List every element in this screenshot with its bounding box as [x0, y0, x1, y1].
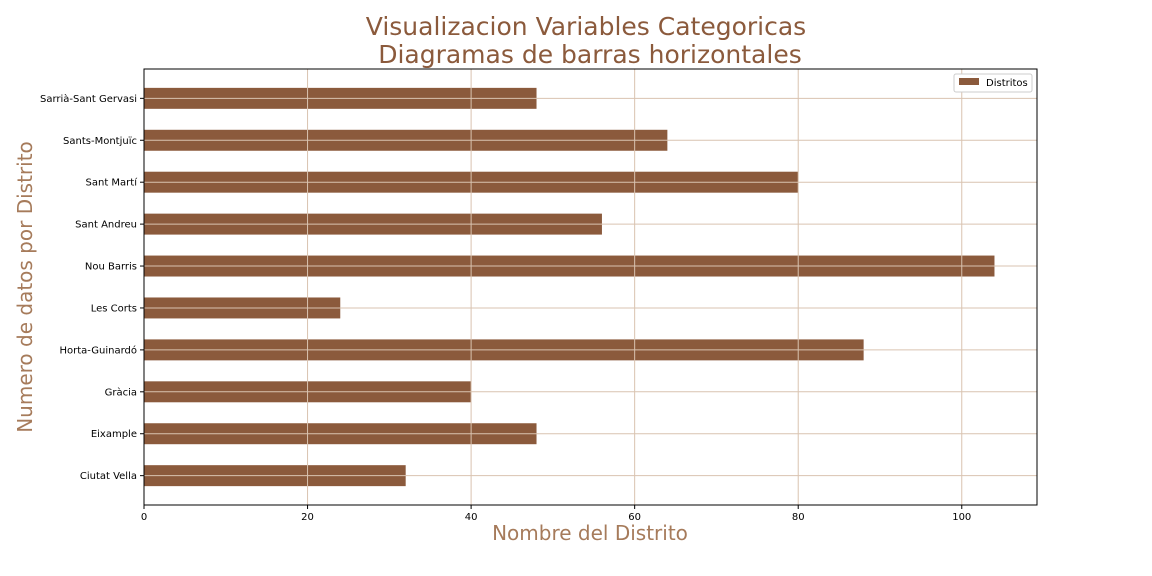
y-tick-label-9: Sarrià-Sant Gervasi — [40, 93, 137, 105]
chart-title-line1: Visualizacion Variables Categoricas — [366, 12, 806, 41]
y-tick-label-6: Sant Andreu — [75, 220, 137, 231]
x-tick-label-4: 80 — [792, 512, 805, 523]
y-axis-label: Numero de datos por Distrito — [13, 141, 37, 433]
chart-title-line2: Diagramas de barras horizontales — [370, 40, 801, 69]
plot-frame — [143, 68, 1038, 506]
y-tick-label-1: Eixample — [91, 429, 137, 440]
legend-label: Distritos — [986, 78, 1028, 89]
x-tick-label-0: 0 — [141, 512, 147, 523]
x-axis-label: Nombre del Distrito — [492, 521, 688, 545]
y-tick-label-4: Les Corts — [91, 303, 137, 314]
legend: Distritos — [953, 73, 1033, 93]
y-tick-label-2: Gràcia — [105, 386, 137, 398]
y-tick-label-7: Sant Martí — [86, 177, 139, 189]
x-tick-label-5: 100 — [952, 512, 971, 523]
y-tick-label-3: Horta-Guinardó — [59, 344, 137, 356]
x-tick-label-2: 40 — [465, 512, 478, 523]
legend-swatch — [959, 78, 979, 85]
bars — [143, 69, 1037, 505]
y-tick-label-0: Ciutat Vella — [80, 471, 137, 482]
y-tick-label-5: Nou Barris — [85, 262, 137, 273]
y-tick-label-8: Sants-Montjuïc — [63, 136, 137, 147]
x-axis-ticks: 0 20 40 60 80 100 — [141, 505, 971, 523]
x-tick-label-3: 60 — [628, 512, 641, 523]
y-axis-ticks: Ciutat Vella Eixample Gràcia Horta-Guinardó… — [40, 93, 144, 482]
x-tick-label-1: 20 — [301, 512, 314, 523]
